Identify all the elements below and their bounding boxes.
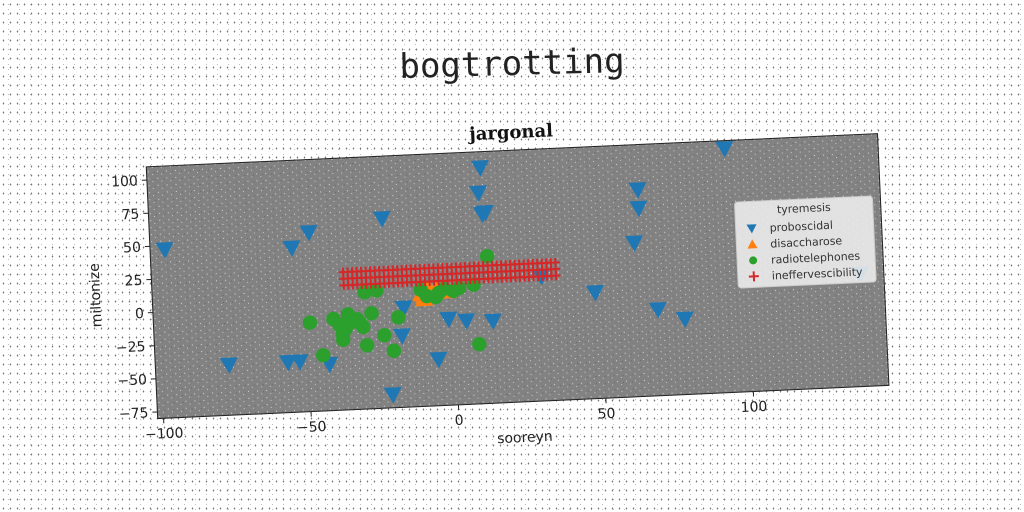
- point-proboscidal: [469, 185, 488, 202]
- point-proboscidal: [299, 224, 318, 242]
- legend-entry-ineffervescibility: ineffervescibility: [772, 265, 864, 282]
- legend-box: [734, 195, 877, 289]
- x-tick-label: 0: [454, 413, 464, 429]
- point-radiotelephones: [472, 337, 487, 352]
- y-tick-label: −25: [116, 339, 146, 356]
- y-tick-label: −75: [119, 405, 149, 422]
- point-proboscidal: [629, 200, 648, 218]
- x-tick-label: 100: [740, 399, 767, 416]
- point-disaccharose: [747, 239, 758, 249]
- point-proboscidal: [219, 357, 238, 374]
- point-proboscidal: [628, 182, 647, 199]
- point-radiotelephones: [356, 319, 371, 335]
- x-axis-label: sooreyn: [497, 429, 553, 448]
- point-radiotelephones: [479, 249, 495, 264]
- point-proboscidal: [648, 301, 667, 319]
- point-proboscidal: [470, 160, 489, 177]
- point-proboscidal: [429, 351, 448, 369]
- y-axis-label: miltonize: [87, 263, 106, 328]
- point-proboscidal: [394, 300, 413, 317]
- point-proboscidal: [278, 354, 297, 372]
- y-tick-label: 25: [124, 273, 143, 290]
- point-radiotelephones: [364, 306, 379, 321]
- point-proboscidal: [383, 387, 402, 404]
- point-ineffervescibility: [748, 271, 759, 282]
- y-tick-label: 0: [135, 306, 145, 322]
- x-tick-label: 50: [597, 406, 616, 423]
- legend-entry-disaccharose: disaccharose: [770, 234, 843, 250]
- point-radiotelephones: [749, 256, 758, 265]
- y-tick-label: 75: [121, 207, 140, 224]
- y-tick-label: 100: [111, 173, 138, 190]
- plot-noise: [146, 133, 889, 419]
- point-proboscidal: [457, 313, 476, 330]
- legend-entry-radiotelephones: radiotelephones: [771, 250, 861, 267]
- point-proboscidal: [624, 235, 643, 252]
- point-proboscidal: [155, 242, 174, 259]
- y-tick-label: 50: [123, 240, 142, 257]
- point-ineffervescibility: [550, 257, 560, 267]
- point-radiotelephones: [451, 280, 467, 296]
- point-proboscidal: [715, 140, 734, 158]
- plot-frame: [145, 133, 890, 420]
- point-radiotelephones: [377, 328, 392, 343]
- point-proboscidal: [290, 354, 309, 371]
- legend: tyremesis proboscidaldisaccharoseradiotel…: [734, 195, 877, 289]
- point-proboscidal: [675, 311, 694, 328]
- point-radiotelephones: [302, 315, 318, 330]
- legend-title: tyremesis: [777, 201, 832, 216]
- point-proboscidal: [585, 284, 604, 302]
- y-tick-label: −50: [117, 372, 147, 389]
- point-proboscidal: [392, 328, 411, 345]
- point-radiotelephones: [359, 338, 375, 353]
- point-proboscidal: [282, 240, 301, 257]
- legend-entry-proboscidal: proboscidal: [769, 219, 833, 235]
- point-proboscidal: [475, 204, 494, 222]
- point-proboscidal: [439, 311, 458, 329]
- x-tick-label: −50: [297, 419, 327, 436]
- point-proboscidal: [372, 210, 391, 228]
- x-tick-label: −100: [145, 425, 184, 443]
- point-radiotelephones: [386, 343, 402, 358]
- point-proboscidal: [483, 313, 502, 331]
- point-radiotelephones: [316, 348, 331, 363]
- chart-title: jargonal: [467, 120, 554, 145]
- point-radiotelephones: [391, 310, 406, 325]
- point-radiotelephones: [336, 332, 351, 347]
- point-proboscidal: [746, 224, 757, 234]
